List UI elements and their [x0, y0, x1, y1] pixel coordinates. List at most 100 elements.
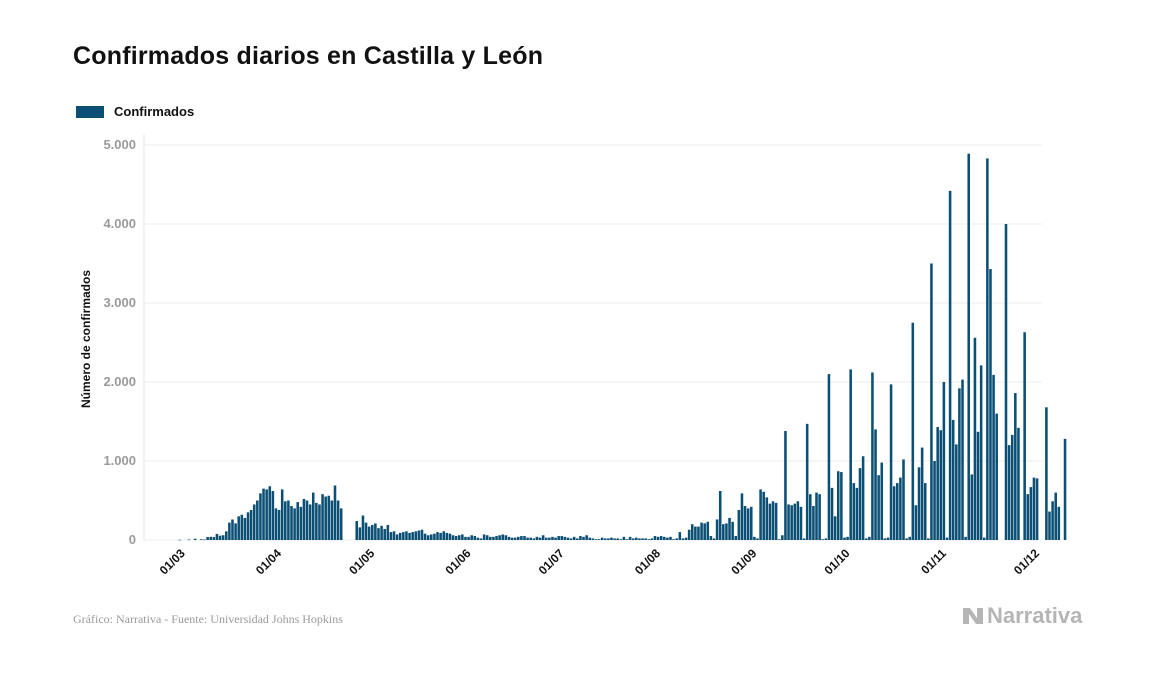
bar	[240, 514, 244, 540]
bar	[768, 503, 772, 540]
bar	[961, 379, 964, 540]
bar	[827, 374, 831, 540]
bar	[731, 521, 734, 540]
bar	[777, 539, 781, 540]
bar	[200, 539, 203, 540]
bar	[951, 419, 955, 540]
bar	[787, 504, 790, 540]
bar	[936, 427, 939, 540]
bar	[551, 536, 554, 540]
bar	[228, 522, 231, 540]
bar	[880, 462, 884, 540]
bar	[700, 522, 703, 540]
bar	[414, 531, 418, 540]
bar	[812, 506, 815, 540]
bar	[411, 532, 414, 540]
bar	[231, 519, 234, 540]
bar	[383, 528, 386, 540]
bar	[510, 537, 514, 540]
bar	[625, 539, 629, 540]
bar	[554, 537, 557, 540]
bar	[442, 531, 445, 540]
bar	[843, 537, 846, 540]
bar	[467, 536, 470, 540]
bar	[489, 536, 492, 540]
bar	[234, 523, 237, 540]
bar	[507, 536, 511, 540]
bar	[756, 538, 759, 540]
bar	[187, 539, 191, 541]
x-tick-label: 01/11	[918, 546, 949, 577]
bar	[479, 538, 483, 540]
bar	[818, 494, 821, 540]
bar	[796, 501, 800, 540]
bar	[781, 535, 784, 540]
x-tick-label: 01/12	[1011, 546, 1042, 577]
bar	[849, 369, 852, 540]
bar	[246, 512, 250, 540]
bar	[616, 538, 619, 540]
brand-logo: Narrativa	[962, 603, 1082, 629]
bar	[529, 537, 532, 540]
bar	[725, 523, 728, 540]
bar	[945, 537, 949, 540]
bar	[678, 532, 682, 540]
bar	[976, 431, 980, 540]
bar	[287, 500, 290, 540]
bar	[212, 537, 216, 540]
bar	[1045, 407, 1048, 540]
bar	[762, 491, 765, 540]
bar	[548, 537, 551, 540]
bar	[339, 508, 343, 540]
bar	[243, 517, 247, 540]
bar	[619, 539, 623, 540]
bar	[436, 532, 439, 540]
legend-label: Confirmados	[114, 104, 195, 119]
bar	[451, 535, 455, 540]
bar	[461, 534, 464, 540]
bar	[249, 509, 253, 540]
bar	[305, 500, 309, 540]
bar	[933, 461, 936, 540]
x-tick-labels: 01/03 01/04 01/05 01/06 01/07 01/08 01/09 01/10…	[157, 546, 1043, 577]
chart-title: Confirmados diarios en Castilla y León	[73, 42, 544, 70]
bar	[809, 494, 812, 540]
bar	[917, 467, 921, 540]
bar	[914, 505, 918, 540]
bar	[290, 506, 293, 540]
bar	[889, 384, 893, 540]
bar	[513, 537, 517, 540]
bar	[628, 536, 632, 540]
bar	[224, 531, 228, 540]
bar	[631, 538, 635, 540]
bar	[622, 536, 626, 540]
bar	[694, 526, 697, 540]
bar	[389, 532, 393, 540]
bar	[209, 536, 213, 540]
bar	[336, 500, 340, 540]
x-tick-label: 01/08	[632, 546, 663, 577]
x-tick-label: 01/10	[821, 546, 852, 577]
legend: Confirmados	[76, 104, 194, 119]
bar	[523, 536, 526, 540]
bar	[793, 503, 797, 540]
bar	[607, 538, 610, 540]
bar	[398, 532, 402, 540]
bar	[833, 516, 837, 540]
bar	[284, 501, 287, 540]
bar	[420, 529, 424, 540]
bar	[1029, 487, 1033, 540]
bar	[563, 536, 567, 540]
bar	[824, 538, 828, 540]
y-tick-label: 4.000	[103, 216, 136, 231]
bar	[377, 528, 380, 540]
brand-name: Narrativa	[987, 603, 1083, 628]
bar	[1048, 511, 1051, 540]
bar	[722, 524, 725, 540]
legend-swatch	[76, 105, 104, 118]
bar	[367, 526, 371, 540]
bar	[750, 506, 753, 540]
bar	[896, 483, 899, 540]
bar	[1032, 477, 1036, 540]
bar	[256, 500, 259, 540]
